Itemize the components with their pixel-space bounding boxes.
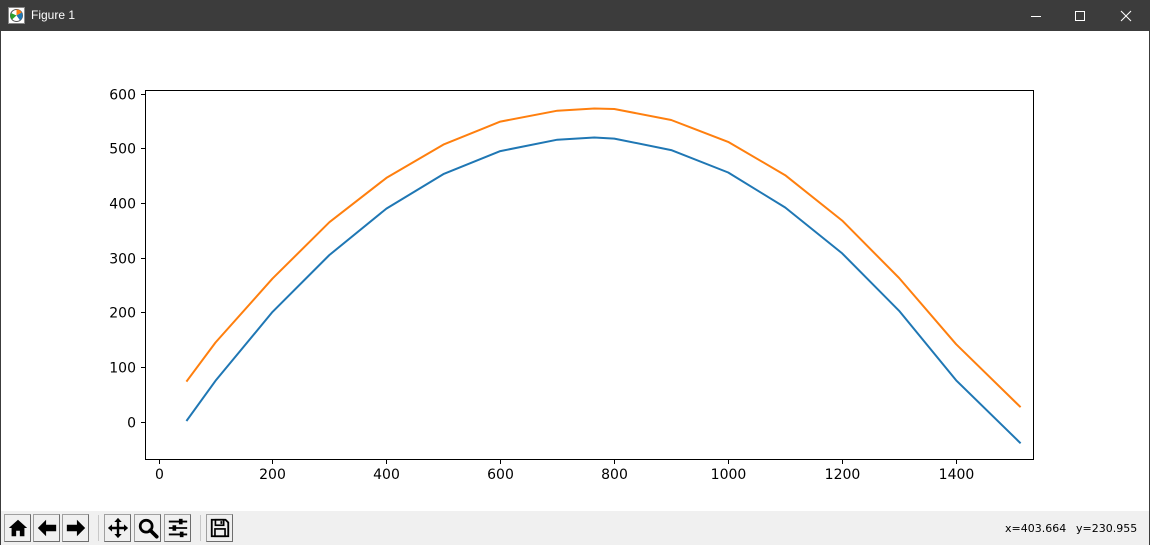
x-tick-label: 800 xyxy=(601,467,628,483)
maximize-button[interactable] xyxy=(1057,0,1103,31)
x-tick-label: 600 xyxy=(487,467,514,483)
navigation-toolbar: x=403.664 y=230.955 xyxy=(1,511,1149,545)
cursor-x-readout: x=403.664 xyxy=(1005,522,1067,535)
y-tick-label: 500 xyxy=(109,142,136,158)
matplotlib-icon xyxy=(8,7,25,24)
series-line-1 xyxy=(185,136,1022,445)
home-icon xyxy=(8,519,27,537)
close-button[interactable] xyxy=(1103,0,1149,31)
configure-subplots-button[interactable] xyxy=(164,514,191,542)
x-axis-ticks: 0 200 400 600 800 1000 1200 1400 xyxy=(155,460,974,483)
minimize-button[interactable] xyxy=(1013,0,1059,31)
forward-button[interactable] xyxy=(62,514,89,542)
y-tick-label: 200 xyxy=(109,306,136,322)
close-icon xyxy=(1120,10,1132,21)
y-tick-label: 100 xyxy=(109,361,136,377)
x-tick-label: 0 xyxy=(155,467,164,483)
y-tick-label: 0 xyxy=(127,416,136,432)
maximize-icon xyxy=(1075,10,1085,21)
save-button[interactable] xyxy=(206,514,233,542)
x-tick-label: 1000 xyxy=(711,467,747,483)
x-tick-label: 1400 xyxy=(939,467,975,483)
x-tick-label: 1200 xyxy=(825,467,861,483)
plot-lines xyxy=(185,107,1022,445)
x-tick-label: 200 xyxy=(259,467,286,483)
arrow-right-icon xyxy=(66,519,85,537)
magnifier-icon xyxy=(138,518,159,539)
y-tick-label: 600 xyxy=(109,88,136,104)
y-axis-ticks: 0 100 200 300 400 500 600 xyxy=(109,88,145,432)
floppy-disk-icon xyxy=(210,518,229,538)
move-icon xyxy=(107,517,128,539)
y-tick-label: 400 xyxy=(109,197,136,213)
toolbar-separator xyxy=(200,515,201,541)
minimize-icon xyxy=(1031,15,1041,17)
window-title: Figure 1 xyxy=(31,8,76,22)
arrow-left-icon xyxy=(37,519,56,537)
figure-canvas[interactable]: 0 200 400 600 800 1000 1200 1400 0 100 200 300 400 5… xyxy=(0,31,1150,511)
toolbar-separator xyxy=(98,515,99,541)
zoom-button[interactable] xyxy=(134,514,161,542)
pan-button[interactable] xyxy=(104,514,131,542)
window-titlebar: Figure 1 xyxy=(0,0,1150,31)
y-tick-label: 300 xyxy=(109,252,136,268)
axes-frame xyxy=(145,90,1034,460)
series-line-2 xyxy=(185,107,1022,408)
home-button[interactable] xyxy=(4,514,31,542)
back-button[interactable] xyxy=(33,514,60,542)
sliders-icon xyxy=(168,518,187,538)
cursor-y-readout: y=230.955 xyxy=(1076,522,1138,535)
x-tick-label: 400 xyxy=(373,467,400,483)
